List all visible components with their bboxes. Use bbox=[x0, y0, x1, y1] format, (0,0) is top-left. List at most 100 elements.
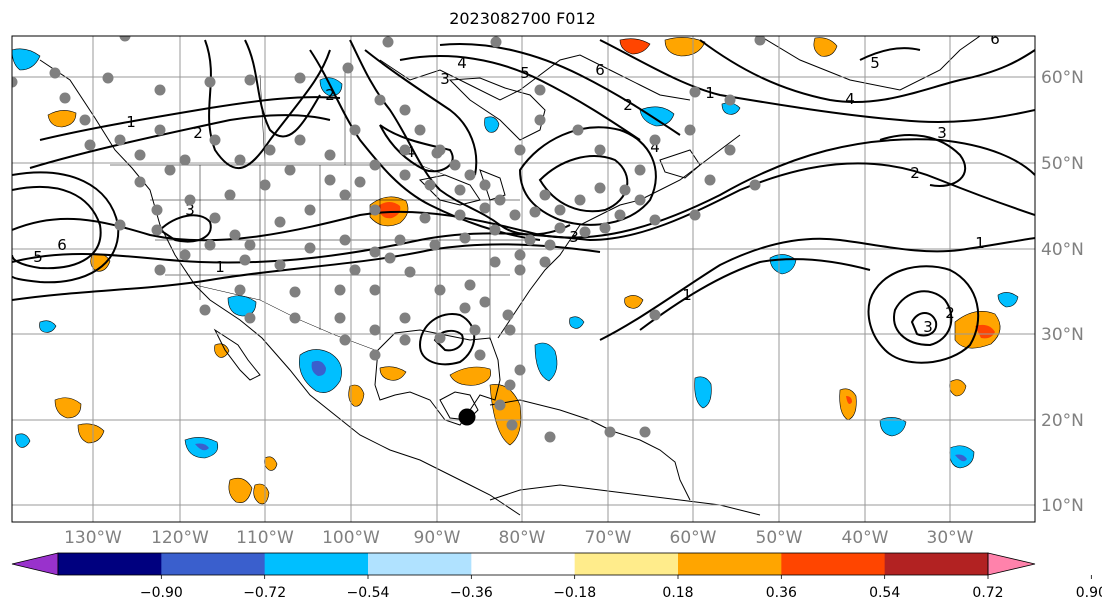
station-dot bbox=[154, 84, 166, 96]
station-dot bbox=[114, 134, 126, 146]
station-dot bbox=[289, 286, 301, 298]
contour-value-label: 6 bbox=[57, 236, 67, 254]
contour-value-label: 4 bbox=[650, 138, 660, 156]
station-dot bbox=[502, 309, 514, 321]
station-dot bbox=[506, 419, 518, 431]
station-dot bbox=[151, 224, 163, 236]
station-dot bbox=[579, 226, 591, 238]
colorbar-bin bbox=[58, 553, 162, 575]
station-dot bbox=[534, 114, 546, 126]
station-dot bbox=[234, 154, 246, 166]
station-dot bbox=[434, 144, 446, 156]
station-dot bbox=[599, 222, 611, 234]
positive-anomaly bbox=[624, 295, 644, 309]
station-dot bbox=[514, 364, 526, 376]
contour-value-label: 3 bbox=[569, 228, 579, 246]
station-dot bbox=[304, 204, 316, 216]
baja-california bbox=[213, 328, 261, 381]
map-title: 2023082700 F012 bbox=[449, 9, 596, 28]
colorbar-bin bbox=[368, 553, 472, 575]
positive-anomaly bbox=[813, 37, 838, 57]
positive-anomaly bbox=[214, 343, 230, 358]
station-dot bbox=[289, 312, 301, 324]
colorbar-tick-label: −0.90 bbox=[140, 585, 183, 601]
gulf-coast bbox=[374, 329, 501, 426]
station-dot bbox=[524, 234, 536, 246]
station-dot bbox=[164, 164, 176, 176]
longitude-tick-label: 90°W bbox=[414, 528, 461, 548]
greenland bbox=[759, 36, 981, 91]
station-dot bbox=[649, 214, 661, 226]
colorbar-tick-label: −0.18 bbox=[553, 585, 596, 601]
negative-anomaly bbox=[879, 417, 907, 437]
station-dot bbox=[339, 334, 351, 346]
station-dot bbox=[572, 124, 584, 136]
station-dot bbox=[404, 266, 416, 278]
longitude-tick-label: 50°W bbox=[756, 528, 803, 548]
contour-value-label: 3 bbox=[440, 70, 450, 88]
station-dot bbox=[449, 159, 461, 171]
station-dot bbox=[474, 349, 486, 361]
contour-value-label: 5 bbox=[520, 64, 530, 82]
contour-value-label: 4 bbox=[457, 54, 467, 72]
station-dot bbox=[274, 216, 286, 228]
longitude-tick-label: 80°W bbox=[499, 528, 546, 548]
station-dot bbox=[134, 176, 146, 188]
station-dot bbox=[369, 349, 381, 361]
station-dot bbox=[119, 36, 131, 42]
station-dot bbox=[539, 189, 551, 201]
colorbar-bin bbox=[781, 553, 886, 575]
station-dot bbox=[724, 144, 736, 156]
longitude-tick-label: 100°W bbox=[322, 528, 380, 548]
positive-anomaly bbox=[228, 477, 253, 503]
contour bbox=[699, 39, 1035, 103]
yucatan bbox=[439, 391, 479, 421]
station-dot bbox=[544, 431, 556, 443]
station-dot bbox=[434, 332, 446, 344]
station-dot bbox=[234, 284, 246, 296]
station-dot bbox=[490, 36, 502, 48]
positive-anomaly bbox=[449, 366, 491, 386]
station-dot bbox=[229, 229, 241, 241]
station-dot bbox=[369, 204, 381, 216]
contour-value-label: 1 bbox=[682, 286, 692, 304]
station-dot bbox=[224, 189, 236, 201]
contour bbox=[859, 47, 921, 61]
station-dot bbox=[284, 164, 296, 176]
map-frame bbox=[12, 36, 1035, 522]
colorbar-tick-label: 0.54 bbox=[869, 585, 900, 601]
station-dot bbox=[504, 379, 516, 391]
negative-anomaly bbox=[484, 116, 500, 133]
positive-anomaly bbox=[47, 110, 77, 128]
station-dot bbox=[244, 312, 256, 324]
station-dot bbox=[459, 232, 471, 244]
station-dot bbox=[399, 312, 411, 324]
station-dot bbox=[102, 72, 114, 84]
station-dot bbox=[369, 284, 381, 296]
station-dot bbox=[614, 209, 626, 221]
station-dot bbox=[509, 209, 521, 221]
station-dot bbox=[469, 324, 481, 336]
station-dot bbox=[429, 239, 441, 251]
contour-value-label: 2 bbox=[623, 96, 633, 114]
station-markers bbox=[12, 36, 766, 443]
positive-anomaly bbox=[619, 38, 651, 55]
contour bbox=[910, 312, 938, 337]
station-dot bbox=[204, 239, 216, 251]
colorbar-tick-label: −0.54 bbox=[347, 585, 390, 601]
colorbar-bin bbox=[471, 553, 576, 575]
south-america bbox=[489, 484, 761, 516]
contour-value-label: 1 bbox=[126, 113, 136, 131]
negative-anomaly bbox=[12, 48, 41, 71]
station-dot bbox=[244, 74, 256, 86]
map-border bbox=[11, 35, 1036, 523]
station-dot bbox=[594, 182, 606, 194]
negative-anomaly-core bbox=[195, 443, 209, 451]
canada-north bbox=[379, 54, 691, 101]
storm-center-marker bbox=[458, 408, 476, 426]
contour-value-label: 1 bbox=[705, 84, 715, 102]
contour bbox=[364, 49, 478, 176]
station-dot bbox=[154, 264, 166, 276]
station-dot bbox=[339, 234, 351, 246]
negative-anomaly bbox=[997, 292, 1019, 308]
